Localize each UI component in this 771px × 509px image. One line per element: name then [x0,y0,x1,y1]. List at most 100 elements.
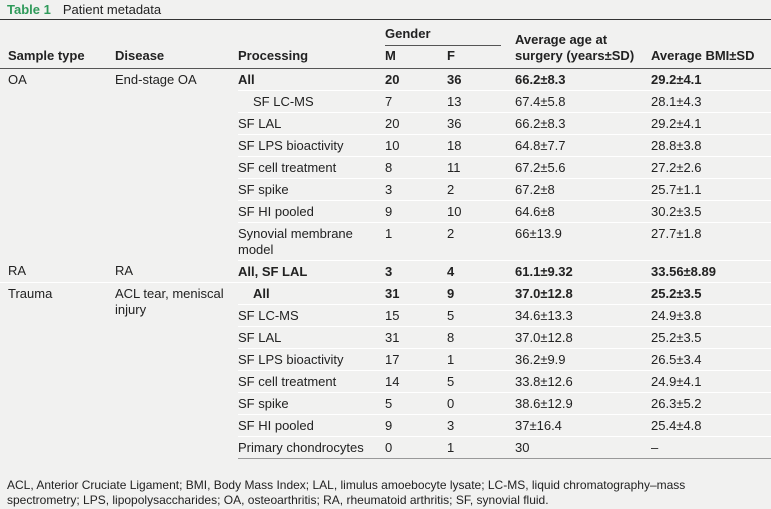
age-cell: 30 [515,436,652,459]
male-count-cell: 17 [385,348,447,371]
male-count-cell: 10 [385,134,447,157]
table-row: Primary chondrocytes 0 1 30– [0,436,771,459]
bmi-cell: 26.3±5.2 [651,392,771,415]
processing-cell: SF cell treatment [238,370,385,393]
male-count-cell: 3 [385,178,447,201]
header-cell: Sample type [8,47,85,63]
processing-cell: All [238,282,385,305]
age-cell: 34.6±13.3 [515,304,652,327]
age-cell: 36.2±9.9 [515,348,652,371]
processing-cell: SF HI pooled [238,200,385,223]
sample-type-cell: RA [0,260,115,283]
female-count-cell: 5 [447,304,516,327]
header-cell: M [385,47,396,63]
male-count-cell: 5 [385,392,447,415]
female-count-cell: 11 [447,156,516,179]
table-row: SF HI pooled 9 3 37±16.4 25.4±4.8 [0,414,771,437]
female-count-cell: 13 [447,90,516,113]
male-count-cell: 7 [385,90,447,113]
age-cell: 64.6±8 [515,200,652,223]
header-cell: Processing [238,47,309,63]
male-count-cell: 20 [385,68,447,91]
table-row: OA End-stage OA All 20 36 66.2±8.3 29.2±4.1 [0,68,771,91]
age-cell: 37.0±12.8 [515,282,652,305]
caption-title: Patient metadata [62,2,162,17]
age-cell: 37±16.4 [515,414,652,437]
female-count-cell: 36 [447,112,516,135]
caption-label: Table 1 [7,2,51,17]
processing-cell: Primary chondrocytes [238,436,385,459]
header-cell: Disease [115,47,165,63]
male-count-cell: 1 [385,222,447,261]
bmi-cell: 33.56±8.89 [651,260,771,283]
row-group: Trauma ACL tear, meniscal injury All 31 9 37.… [0,282,771,459]
row-group: OA End-stage OA All 20 36 66.2±8.3 29.2±4.1 SF … [0,68,771,261]
bmi-cell: 29.2±4.1 [651,112,771,135]
age-cell: 66±13.9 [515,222,652,261]
male-count-cell: 8 [385,156,447,179]
sample-type-cell: Trauma [8,285,53,301]
age-cell: 38.6±12.9 [515,392,652,415]
male-count-cell: 9 [385,414,447,437]
bmi-cell: 25.7±1.1 [651,178,771,201]
age-cell: 67.2±5.6 [515,156,652,179]
processing-cell: All, SF LAL [238,260,385,283]
processing-cell: SF LAL [238,112,385,135]
table-row: RA RA All, SF LAL 3 4 61.1±9.32 33.56±8.89 [0,260,771,283]
female-count-cell: 1 [447,348,516,371]
age-cell: 67.4±5.8 [515,90,652,113]
female-count-cell: 3 [447,414,516,437]
age-cell: 67.2±8 [515,178,652,201]
female-count-cell: 18 [447,134,516,157]
age-cell: 61.1±9.32 [515,260,652,283]
bmi-cell: 24.9±3.8 [651,304,771,327]
female-count-cell: 9 [447,282,516,305]
processing-cell: SF LPS bioactivity [238,134,385,157]
processing-cell: SF cell treatment [238,156,385,179]
age-cell: 64.8±7.7 [515,134,652,157]
caption: Table 1 Patient metadata [0,0,771,20]
bmi-cell: 25.4±4.8 [651,414,771,437]
male-count-cell: 31 [385,282,447,305]
table-header: Sample type Disease Processing Gender Av… [0,20,771,68]
male-count-cell: 15 [385,304,447,327]
header-cell: Average age at surgery (years±SD) [515,31,635,63]
table-row: SF LAL 31 8 37.0±12.8 25.2±3.5 [0,326,771,349]
bmi-cell: 29.2±4.1 [651,68,771,91]
age-cell: 66.2±8.3 [515,112,652,135]
sample-type-cell: OA [8,71,27,87]
bmi-cell: 27.2±2.6 [651,156,771,179]
processing-cell: Synovial membrane model [238,222,385,261]
table-row: SF LC-MS 7 13 67.4±5.8 28.1±4.3 [0,90,771,113]
disease-cell: ACL tear, meniscal injury [115,285,224,317]
table-row: SF HI pooled 9 10 64.6±8 30.2±3.5 [0,200,771,223]
processing-cell: SF LAL [238,326,385,349]
male-count-cell: 9 [385,200,447,223]
table-row: SF LPS bioactivity 17 1 36.2±9.9 26.5±3.4 [0,348,771,371]
bmi-cell: 28.1±4.3 [651,90,771,113]
male-count-cell: 0 [385,436,447,459]
female-count-cell: 5 [447,370,516,393]
processing-cell: SF spike [238,178,385,201]
female-count-cell: 2 [447,178,516,201]
bmi-cell: 25.2±3.5 [651,326,771,349]
row-group: RA RA All, SF LAL 3 4 61.1±9.32 33.56±8.89 [0,260,771,283]
table-row: SF LAL 20 36 66.2±8.3 29.2±4.1 [0,112,771,135]
processing-cell: SF LPS bioactivity [238,348,385,371]
female-count-cell: 1 [447,436,516,459]
header-cell: Average BMI±SD [651,47,755,63]
table-row: SF cell treatment 14 5 33.8±12.6 24.9±4.1 [0,370,771,393]
table-row: Synovial membrane model 1 2 66±13.9 27.7±1.8 [0,222,771,261]
bmi-cell: 27.7±1.8 [651,222,771,261]
header-cell: Gender [385,26,502,46]
age-cell: 66.2±8.3 [515,68,652,91]
processing-cell: SF LC-MS [238,90,385,113]
processing-cell: SF LC-MS [238,304,385,327]
gender-group: Gender [385,20,515,46]
table-row: SF cell treatment 8 11 67.2±5.6 27.2±2.6 [0,156,771,179]
table-row: SF spike 3 2 67.2±8 25.7±1.1 [0,178,771,201]
bmi-cell: 28.8±3.8 [651,134,771,157]
table-row: SF LPS bioactivity 10 18 64.8±7.7 28.8±3.8 [0,134,771,157]
age-cell: 37.0±12.8 [515,326,652,349]
